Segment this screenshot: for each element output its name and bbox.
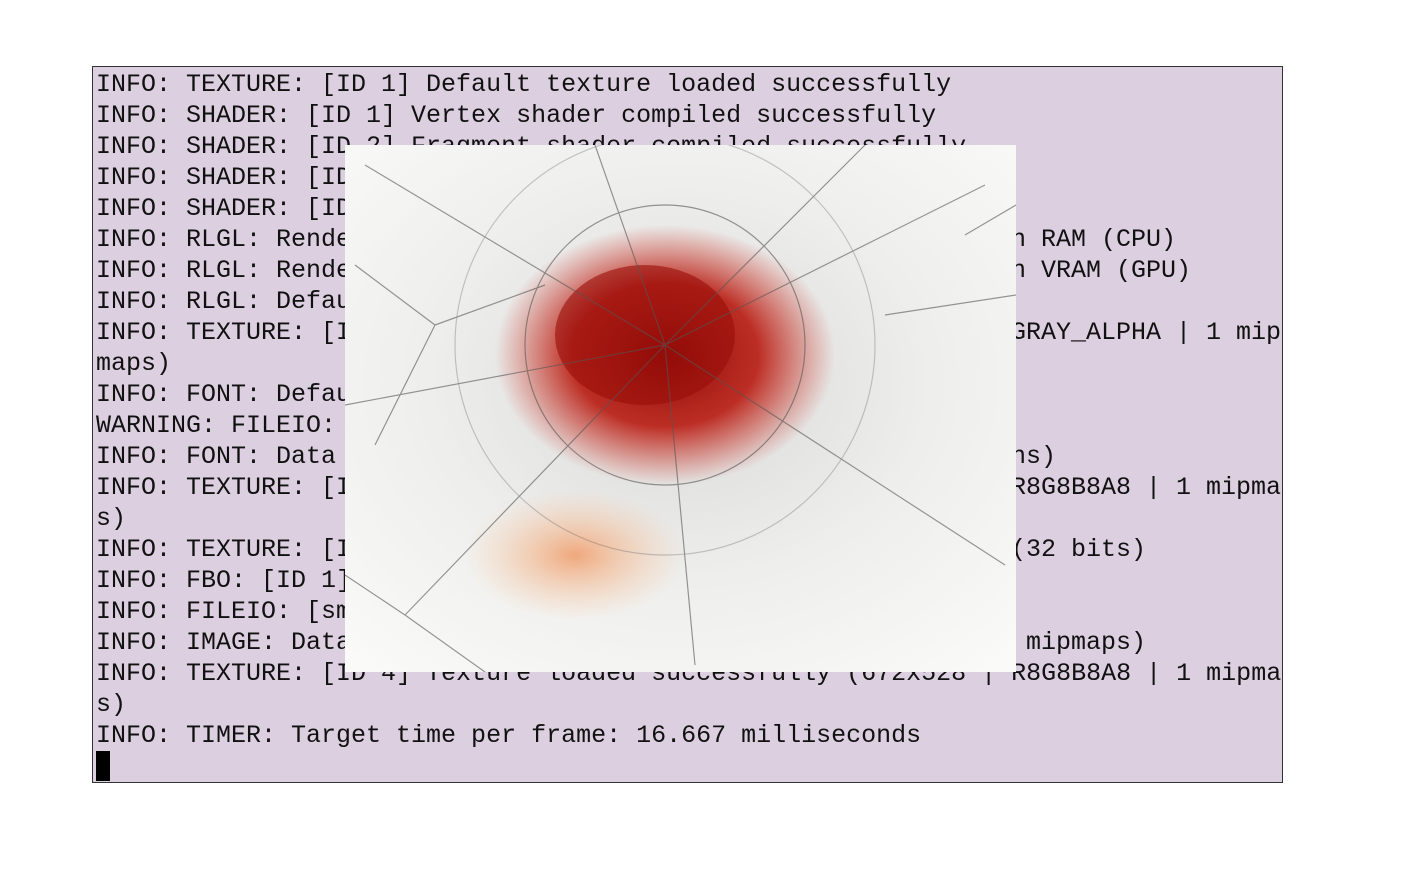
log-line: INFO: RLGL: Defau: [96, 287, 352, 316]
log-line-fragment: (32 bits): [1011, 535, 1147, 564]
log-line-fragment: R8G8B8A8 | 1 mipma: [1011, 473, 1282, 502]
texture-image: [345, 145, 1016, 672]
log-line: s): [96, 504, 127, 533]
log-line: INFO: FBO: [ID 1]: [96, 566, 352, 595]
log-line: INFO: FONT: Defau: [96, 380, 352, 409]
cursor: [96, 751, 110, 781]
log-line: INFO: SHADER: [ID: [96, 163, 352, 192]
log-line: INFO: TIMER: Target time per frame: 16.6…: [96, 721, 922, 750]
log-line: INFO: FONT: Data: [96, 442, 337, 471]
log-line-fragment: GRAY_ALPHA | 1 mip: [1011, 318, 1282, 347]
log-line: INFO: SHADER: [ID 1] Vertex shader compi…: [96, 101, 937, 130]
log-line-fragment: n RAM (CPU): [1011, 225, 1177, 254]
log-line: INFO: IMAGE: Data: [96, 628, 352, 657]
log-line: INFO: SHADER: [ID: [96, 194, 352, 223]
log-line: INFO: TEXTURE: [ID 1] Default texture lo…: [96, 70, 952, 99]
log-line-fragment: ns): [1011, 442, 1057, 471]
log-line: INFO: FILEIO: [sm: [96, 597, 352, 626]
log-line: INFO: TEXTURE: [I: [96, 535, 352, 564]
log-line: INFO: RLGL: Rende: [96, 225, 352, 254]
log-line: INFO: RLGL: Rende: [96, 256, 352, 285]
log-line: INFO: TEXTURE: [I: [96, 318, 352, 347]
log-line: s): [96, 690, 127, 719]
log-line: maps): [96, 349, 172, 378]
log-line: INFO: TEXTURE: [I: [96, 473, 352, 502]
log-line-fragment: mipmaps): [1011, 628, 1147, 657]
log-line-fragment: n VRAM (GPU): [1011, 256, 1192, 285]
log-line: WARNING: FILEIO:: [96, 411, 337, 440]
